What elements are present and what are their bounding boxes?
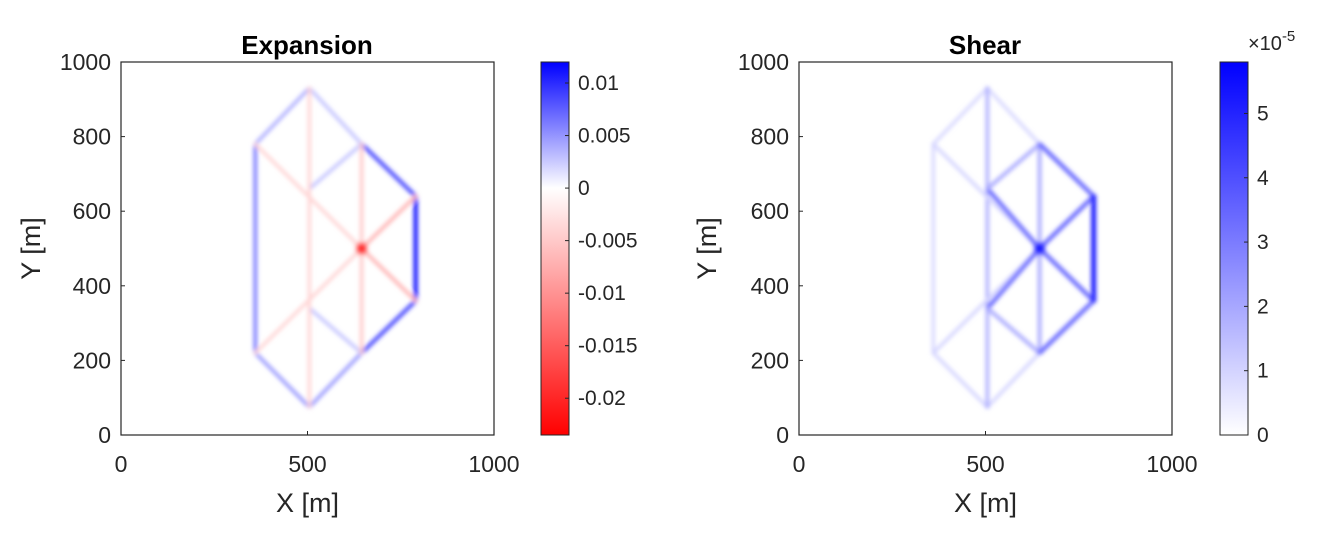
expansion-segment-3 xyxy=(253,351,312,409)
shear-segment-11 xyxy=(985,306,1042,355)
shear-cbtick-4: 4 xyxy=(1257,167,1269,190)
shear-segment-1 xyxy=(985,86,1042,146)
expansion-ytick-200: 200 xyxy=(73,347,111,373)
shear-hotspot xyxy=(1035,244,1045,253)
shear-xtick-0: 0 xyxy=(793,451,806,477)
expansion-network xyxy=(253,86,418,409)
shear-colorbar-multiplier-base: ×10 xyxy=(1248,33,1282,55)
expansion-segment-5 xyxy=(359,142,418,199)
shear-xlabel: X [m] xyxy=(954,488,1017,518)
shear-cbtick-5: 5 xyxy=(1257,102,1269,125)
expansion-segment-12 xyxy=(253,142,364,251)
shear-segment-0 xyxy=(931,86,990,146)
shear-ytick-800: 800 xyxy=(751,124,789,150)
expansion-segment-1 xyxy=(307,86,364,146)
shear-colorbar-multiplier: ×10-5 xyxy=(1248,28,1295,55)
shear-hotspot-mark xyxy=(1035,244,1045,253)
expansion-segment-0 xyxy=(253,86,312,146)
shear-title: Shear xyxy=(949,30,1021,60)
shear-cbtick-1: 1 xyxy=(1257,360,1269,383)
shear-segment-9 xyxy=(985,246,1042,311)
expansion-colorbar xyxy=(540,61,570,436)
shear-xtick-500: 500 xyxy=(966,451,1004,477)
shear-segment-15 xyxy=(1037,194,1096,251)
shear-panel: Shear 0 500 1000 0 200 400 600 800 1000 … xyxy=(692,28,1295,518)
shear-segment-16 xyxy=(1037,246,1096,303)
shear-segment-8 xyxy=(985,186,1042,251)
shear-segment-10 xyxy=(985,142,1042,191)
shear-axis-ticks xyxy=(798,61,1173,436)
expansion-plot-area xyxy=(121,62,494,435)
shear-segment-3 xyxy=(931,351,990,409)
expansion-segment-8 xyxy=(307,142,364,191)
expansion-segment-4 xyxy=(307,351,364,409)
expansion-xlabel: X [m] xyxy=(276,488,339,518)
expansion-xtick-1000: 1000 xyxy=(468,451,519,477)
shear-ylabel: Y [m] xyxy=(692,217,722,280)
expansion-segment-14 xyxy=(359,246,418,303)
shear-segment-14 xyxy=(1037,298,1096,356)
expansion-cbtick-neg0.02: -0.02 xyxy=(578,387,626,410)
shear-cbtick-3: 3 xyxy=(1257,231,1269,254)
expansion-cbtick-0: 0 xyxy=(578,177,590,200)
expansion-title: Expansion xyxy=(241,30,372,60)
shear-plot-area xyxy=(799,62,1172,435)
expansion-segment-15 xyxy=(253,246,364,355)
shear-colorbar-multiplier-exponent: -5 xyxy=(1282,28,1295,45)
shear-colorbar-ticks xyxy=(1244,112,1248,436)
shear-cbtick-2: 2 xyxy=(1257,295,1269,318)
expansion-cbtick-neg0.01: -0.01 xyxy=(578,282,626,305)
expansion-hotspot xyxy=(357,244,367,253)
expansion-cbtick-0.005: 0.005 xyxy=(578,125,631,148)
shear-colorbar xyxy=(1219,61,1249,436)
expansion-hotspot-mark xyxy=(357,244,367,253)
expansion-ytick-1000: 1000 xyxy=(60,49,111,75)
expansion-panel: Expansion 0 500 1000 0 200 400 600 800 1… xyxy=(16,30,638,518)
shear-xtick-1000: 1000 xyxy=(1146,451,1197,477)
shear-segment-13 xyxy=(1037,141,1096,199)
expansion-cbtick-neg0.015: -0.015 xyxy=(578,335,638,358)
expansion-cbtick-neg0.005: -0.005 xyxy=(578,230,638,253)
expansion-segment-9 xyxy=(307,306,364,355)
shear-ytick-600: 600 xyxy=(751,198,789,224)
expansion-segment-13 xyxy=(359,194,418,251)
expansion-ytick-800: 800 xyxy=(73,124,111,150)
shear-cbtick-0: 0 xyxy=(1257,424,1269,447)
expansion-cbtick-0.01: 0.01 xyxy=(578,72,619,95)
shear-ytick-0: 0 xyxy=(776,422,789,448)
shear-segment-4 xyxy=(985,351,1042,409)
expansion-axis-ticks xyxy=(120,61,495,436)
shear-ytick-1000: 1000 xyxy=(738,49,789,75)
expansion-ytick-400: 400 xyxy=(73,273,111,299)
expansion-ytick-600: 600 xyxy=(73,198,111,224)
shear-ytick-400: 400 xyxy=(751,273,789,299)
expansion-segment-7 xyxy=(359,298,418,355)
expansion-xtick-500: 500 xyxy=(288,451,326,477)
shear-ytick-200: 200 xyxy=(751,347,789,373)
expansion-ytick-0: 0 xyxy=(98,422,111,448)
expansion-xtick-0: 0 xyxy=(115,451,128,477)
expansion-ylabel: Y [m] xyxy=(16,217,46,280)
expansion-colorbar-ticks xyxy=(565,82,569,399)
